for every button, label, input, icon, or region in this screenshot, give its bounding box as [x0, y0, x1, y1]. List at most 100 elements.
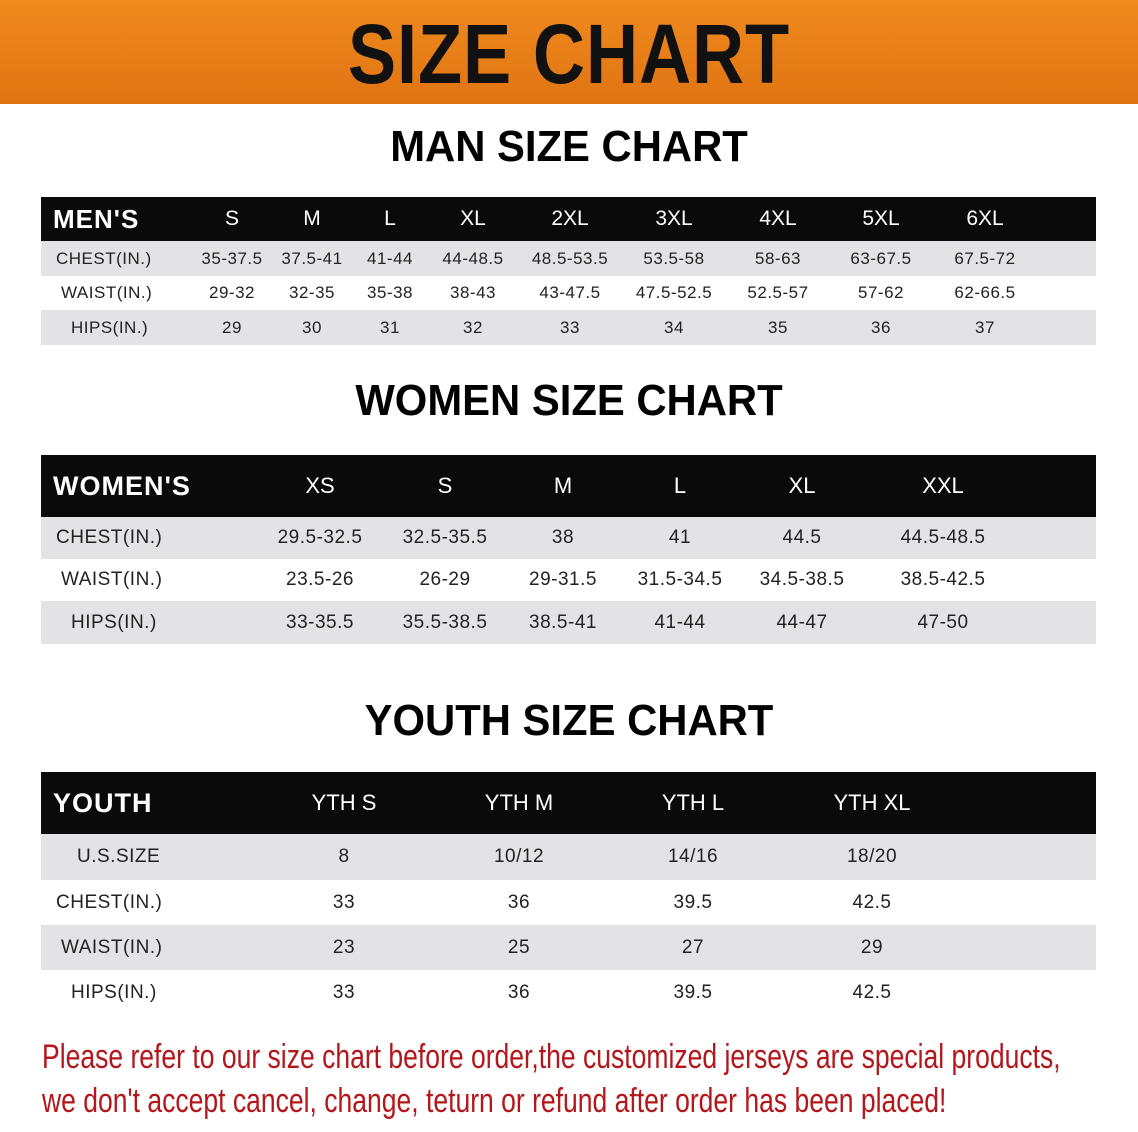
men-size-header: L: [384, 207, 396, 230]
table-row: CHEST(IN.) 33 36 39.5 42.5: [41, 880, 1096, 925]
table-cell: 39.5: [673, 982, 713, 1003]
table-cell: 32-35: [289, 283, 335, 302]
table-cell: 44.5: [782, 527, 822, 548]
women-size-table: WOMEN'S XS S M L XL XXL CHEST(IN.) 29.5-32.5 32.5…: [41, 455, 1096, 644]
table-cell: 23.5-26: [286, 569, 354, 590]
table-cell: 23: [332, 937, 356, 958]
women-size-header: M: [553, 473, 573, 498]
table-cell: 44.5-48.5: [900, 527, 986, 548]
women-header-label: WOMEN'S: [53, 471, 191, 501]
table-cell: 10/12: [493, 846, 545, 867]
women-size-header: L: [673, 473, 687, 498]
men-size-table: MEN'S S M L XL 2XL 3XL 4XL 5XL 6XL CHEST(IN.) 35-37…: [41, 197, 1096, 345]
row-label: CHEST(IN.): [56, 892, 163, 913]
men-size-header: 4XL: [759, 207, 797, 230]
table-cell: 53.5-58: [643, 249, 705, 268]
row-label: CHEST(IN.): [56, 249, 152, 268]
row-label: HIPS(IN.): [71, 612, 157, 633]
table-cell: 44-47: [776, 612, 828, 633]
table-cell: 31: [380, 318, 400, 337]
table-cell: 44-48.5: [442, 249, 504, 268]
table-cell: 35-37.5: [201, 249, 263, 268]
men-size-header: S: [224, 207, 240, 230]
table-row: WAIST(IN.) 23.5-26 26-29 29-31.5 31.5-34.5 34…: [41, 559, 1096, 601]
banner-title: SIZE CHART: [347, 7, 791, 101]
table-row: CHEST(IN.) 35-37.5 37.5-41 41-44 44-48.5 48.5…: [41, 241, 1096, 276]
table-cell: 39.5: [673, 892, 713, 913]
table-cell: 42.5: [852, 892, 892, 913]
table-cell: 29: [222, 318, 242, 337]
table-cell: 35-38: [367, 283, 413, 302]
men-size-header: 2XL: [551, 207, 589, 230]
table-row: WAIST(IN.) 23 25 27 29: [41, 925, 1096, 970]
notice-line-2: we don't accept cancel, change, teturn o…: [42, 1082, 947, 1120]
men-size-header: 6XL: [966, 207, 1004, 230]
table-cell: 8: [338, 846, 350, 867]
table-row: HIPS(IN.) 33-35.5 35.5-38.5 38.5-41 41-44 44-…: [41, 601, 1096, 644]
table-cell: 58-63: [755, 249, 801, 268]
table-cell: 29.5-32.5: [277, 527, 363, 548]
row-label: WAIST(IN.): [61, 283, 153, 302]
table-cell: 33: [332, 982, 356, 1003]
women-header-row: WOMEN'S XS S M L XL XXL: [41, 455, 1096, 517]
table-cell: 33-35.5: [286, 612, 354, 633]
men-size-header: M: [303, 207, 321, 230]
table-cell: 38: [551, 527, 575, 548]
table-cell: 41-44: [367, 249, 413, 268]
table-cell: 35: [768, 318, 788, 337]
table-row: CHEST(IN.) 29.5-32.5 32.5-35.5 38 41 44.5 44.5…: [41, 517, 1096, 559]
table-cell: 37.5-41: [281, 249, 343, 268]
row-label: WAIST(IN.): [61, 569, 163, 590]
youth-size-header: YTH XL: [833, 790, 911, 815]
table-cell: 38.5-42.5: [900, 569, 986, 590]
men-size-header: 3XL: [655, 207, 693, 230]
table-cell: 67.5-72: [954, 249, 1016, 268]
table-cell: 35.5-38.5: [402, 612, 488, 633]
table-cell: 32.5-35.5: [402, 527, 488, 548]
youth-size-table: YOUTH YTH S YTH M YTH L YTH XL U.S.SIZE 8 10/12…: [41, 772, 1096, 1015]
table-cell: 63-67.5: [850, 249, 912, 268]
table-cell: 42.5: [852, 982, 892, 1003]
men-size-header: XL: [460, 207, 486, 230]
table-cell: 48.5-53.5: [531, 249, 609, 268]
table-cell: 18/20: [846, 846, 898, 867]
men-header-label: MEN'S: [53, 204, 140, 234]
youth-size-header: YTH L: [661, 790, 725, 815]
table-cell: 38-43: [450, 283, 496, 302]
men-heading: MAN SIZE CHART: [390, 122, 748, 171]
youth-header-label: YOUTH: [53, 788, 153, 818]
table-cell: 34: [664, 318, 684, 337]
row-label: HIPS(IN.): [71, 318, 149, 337]
table-cell: 47-50: [917, 612, 969, 633]
notice-line-1: Please refer to our size chart before or…: [42, 1038, 1061, 1076]
table-cell: 26-29: [419, 569, 471, 590]
table-cell: 29-31.5: [529, 569, 597, 590]
table-cell: 52.5-57: [747, 283, 809, 302]
table-cell: 27: [681, 937, 705, 958]
table-cell: 36: [507, 982, 531, 1003]
table-cell: 57-62: [858, 283, 904, 302]
youth-heading: YOUTH SIZE CHART: [364, 696, 774, 745]
table-row: U.S.SIZE 8 10/12 14/16 18/20: [41, 834, 1096, 880]
table-cell: 62-66.5: [954, 283, 1016, 302]
table-cell: 38.5-41: [529, 612, 597, 633]
men-size-header: 5XL: [862, 207, 900, 230]
table-cell: 30: [302, 318, 322, 337]
table-cell: 33: [332, 892, 356, 913]
row-label: WAIST(IN.): [61, 937, 163, 958]
table-cell: 41: [668, 527, 692, 548]
table-cell: 29: [860, 937, 884, 958]
men-header-row: MEN'S S M L XL 2XL 3XL 4XL 5XL 6XL: [41, 197, 1096, 241]
table-cell: 25: [507, 937, 531, 958]
table-cell: 47.5-52.5: [635, 283, 713, 302]
women-size-header: XL: [788, 473, 816, 498]
women-size-header: S: [437, 473, 453, 498]
women-heading: WOMEN SIZE CHART: [355, 376, 783, 425]
table-cell: 43-47.5: [539, 283, 601, 302]
table-cell: 34.5-38.5: [759, 569, 845, 590]
table-cell: 36: [507, 892, 531, 913]
table-row: WAIST(IN.) 29-32 32-35 35-38 38-43 43-47.5 47.…: [41, 276, 1096, 310]
table-cell: 31.5-34.5: [637, 569, 723, 590]
table-row: HIPS(IN.) 33 36 39.5 42.5: [41, 970, 1096, 1015]
table-cell: 32: [463, 318, 483, 337]
